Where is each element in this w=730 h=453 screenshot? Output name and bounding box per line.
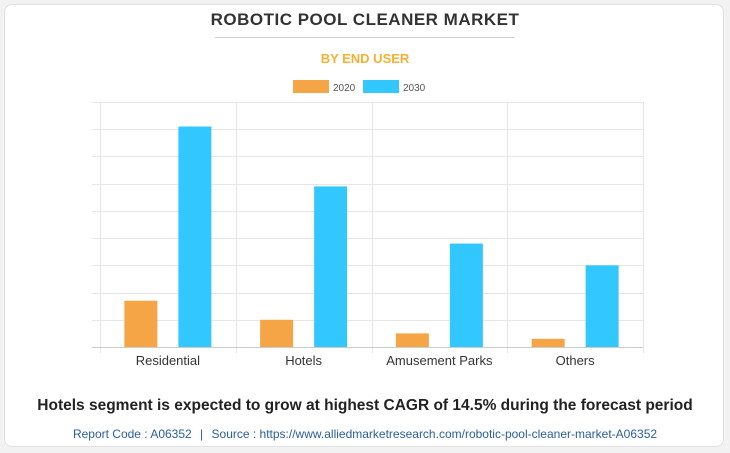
bar-2020-others: [531, 338, 565, 347]
chart-title: ROBOTIC POOL CLEANER MARKET: [210, 10, 520, 29]
legend-swatch-2030: [363, 80, 399, 93]
bar-2030-amusement-parks: [449, 243, 483, 347]
legend-label-2030: 2030: [403, 83, 426, 94]
bar-2020-amusement-parks: [395, 333, 429, 347]
bar-2030-others: [585, 265, 619, 347]
title-divider: [215, 37, 515, 38]
bar-2030-hotels: [314, 186, 348, 347]
chart-legend: 2020 2030: [293, 80, 426, 94]
source-footer: Report Code : A06352 | Source : https://…: [0, 427, 730, 441]
x-tick-label: Residential: [136, 353, 200, 368]
legend-swatch-2020: [293, 80, 329, 93]
x-tick-label: Others: [556, 353, 596, 368]
bar-2030-residential: [178, 126, 212, 347]
legend-label-2020: 2020: [333, 83, 356, 94]
chart-subtitle: BY END USER: [320, 51, 410, 66]
bar-2020-hotels: [260, 319, 294, 347]
footer-separator: |: [200, 427, 204, 441]
x-tick-label: Amusement Parks: [386, 353, 493, 368]
report-code: Report Code : A06352: [72, 427, 192, 441]
chart-card: [4, 4, 724, 447]
source-link[interactable]: Source : https://www.alliedmarketresearc…: [211, 427, 658, 441]
headline-text: Hotels segment is expected to grow at hi…: [37, 397, 693, 414]
bar-2020-residential: [124, 300, 158, 347]
x-tick-label: Hotels: [285, 353, 322, 368]
